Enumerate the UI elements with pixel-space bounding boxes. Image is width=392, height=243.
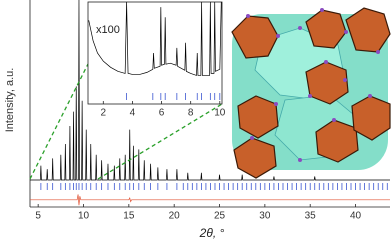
y-axis-label: Intensity, a.u. — [4, 68, 16, 133]
atom — [376, 50, 380, 54]
atom — [250, 136, 254, 140]
x-tick-label: 10 — [78, 211, 90, 222]
x-tick-label: 5 — [35, 211, 41, 222]
cage-face — [345, 7, 391, 53]
atom — [344, 30, 348, 34]
data-line — [88, 1, 222, 76]
crystal-structure — [231, 7, 391, 179]
x-tick-label: 25 — [214, 211, 226, 222]
cage-face — [237, 95, 279, 139]
data-line — [30, 0, 390, 181]
x-tick-label: 8 — [188, 108, 194, 119]
atom — [298, 158, 302, 162]
inset-annotation: x100 — [96, 24, 120, 36]
inset-panel: x100 2 4 6 8 10 — [87, 1, 226, 119]
x-tick-label: 10 — [214, 108, 226, 119]
atom — [308, 94, 312, 98]
atom — [332, 118, 336, 122]
inset-frame — [87, 1, 223, 105]
atom — [324, 60, 328, 64]
guide-line — [29, 63, 89, 180]
atom — [298, 26, 302, 30]
x-tick-label: 2 — [101, 108, 107, 119]
x-tick-label: 6 — [159, 108, 165, 119]
x-tick-label: 20 — [169, 211, 181, 222]
atom — [343, 78, 347, 82]
main-panel: Intensity, a.u. 2θ, ° 5 10 15 20 25 30 35 40 — [4, 0, 390, 240]
x-tick-label: 15 — [123, 211, 135, 222]
x-tick-label: 30 — [259, 211, 271, 222]
x-tick-label: 40 — [350, 211, 362, 222]
data-line — [30, 194, 390, 206]
atom — [246, 14, 250, 18]
atom — [276, 34, 280, 38]
guide-line — [97, 103, 223, 180]
x-tick-label: 4 — [130, 108, 136, 119]
x-axis-label: 2θ, ° — [199, 226, 225, 240]
x-tick-label: 35 — [305, 211, 317, 222]
atom — [274, 102, 278, 106]
atom — [320, 8, 324, 12]
zoom-guides — [29, 63, 223, 180]
atom — [368, 94, 372, 98]
